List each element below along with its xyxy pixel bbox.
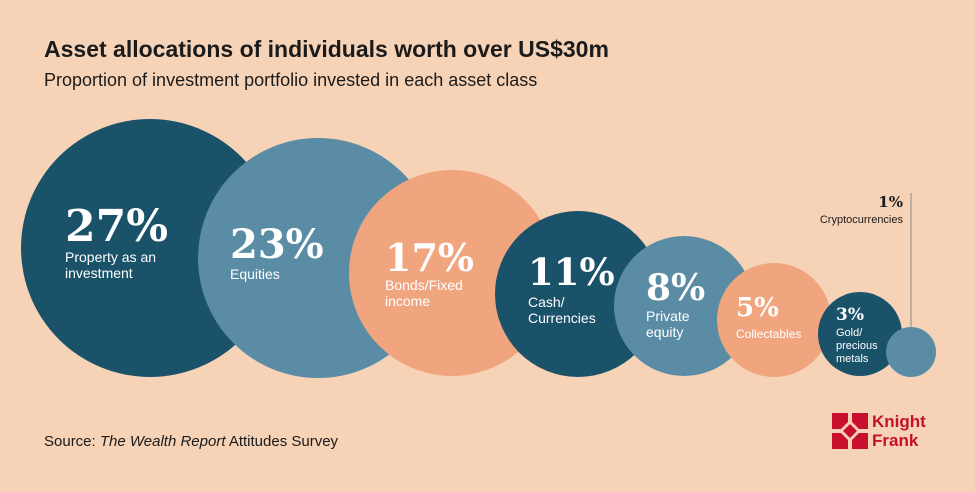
bubble-category-label-7: metals	[836, 353, 869, 365]
bubble-category-label-7: precious	[836, 340, 878, 352]
bubble-value-label-6: 5%	[736, 293, 779, 323]
bubble-category-label-7: Gold/	[836, 327, 863, 339]
source-suffix: Attitudes Survey	[225, 433, 339, 450]
logo-text-line1: Knight	[872, 412, 926, 431]
source-report-name: The Wealth Report	[99, 433, 226, 450]
bubble-value-label-2: 23%	[230, 221, 324, 268]
source-prefix: Source:	[44, 433, 100, 450]
bubble-4	[495, 211, 661, 377]
bubble-category-label-4: Cash/	[528, 294, 565, 310]
bubble-6	[717, 263, 831, 377]
bubble-category-label-3: Bonds/Fixed	[385, 277, 463, 293]
bubble-7	[818, 292, 902, 376]
chart-subtitle: Proportion of investment portfolio inves…	[44, 70, 538, 90]
bubble-category-label-1: investment	[65, 265, 133, 281]
bubble-category-label-3: income	[385, 293, 430, 309]
bubble-8	[886, 327, 936, 377]
logo-mark-icon	[832, 413, 868, 449]
bubble-category-label-8: Cryptocurrencies	[820, 214, 904, 226]
bubble-value-label-7: 3%	[836, 305, 864, 325]
bubble-category-label-5: Private	[646, 308, 690, 324]
chart-title: Asset allocations of individuals worth o…	[44, 36, 609, 62]
bubble-value-label-3: 17%	[385, 235, 474, 280]
knight-frank-logo: Knight Frank	[832, 412, 942, 452]
bubble-category-label-2: Equities	[230, 266, 280, 282]
bubble-category-label-1: Property as an	[65, 249, 156, 265]
logo-text: Knight Frank	[872, 412, 926, 450]
bubble-5	[614, 236, 754, 376]
bubble-category-label-6: Collectables	[736, 327, 801, 341]
bubble-value-label-4: 11%	[528, 250, 615, 294]
logo-text-line2: Frank	[872, 431, 919, 450]
bubble-value-label-1: 27%	[65, 201, 168, 252]
bubble-category-label-4: Currencies	[528, 310, 596, 326]
bubble-value-label-8: 1%	[878, 193, 903, 211]
bubble-category-label-5: equity	[646, 324, 683, 340]
source-note: Source: The Wealth Report Attitudes Surv…	[44, 433, 338, 450]
bubble-value-label-5: 8%	[646, 267, 705, 309]
